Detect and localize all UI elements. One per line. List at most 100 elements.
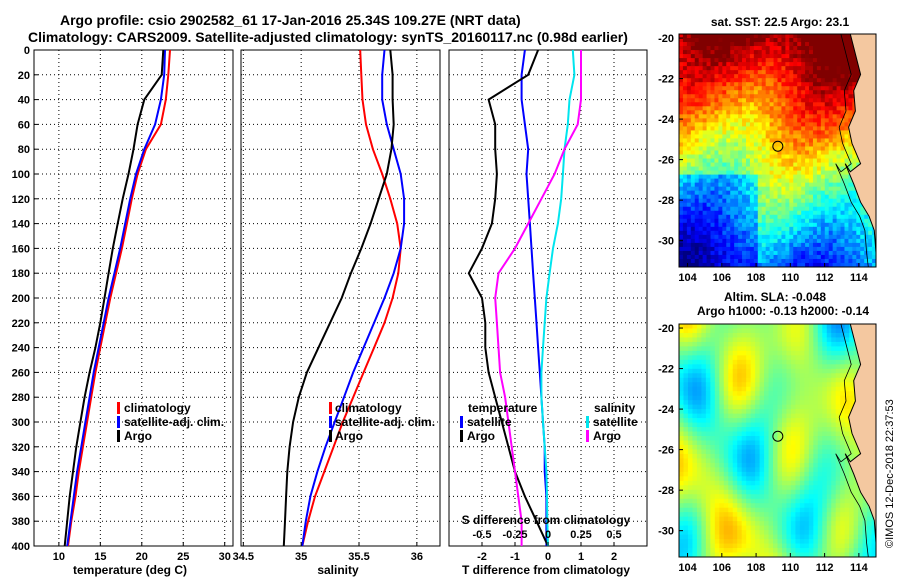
sst-cell (742, 86, 747, 91)
sst-cell (836, 122, 842, 127)
sst-cell (745, 206, 751, 212)
sst-cell (761, 214, 767, 220)
sst-cell (828, 42, 834, 47)
sst-cell (698, 182, 704, 188)
sst-cell (844, 122, 849, 127)
sst-cell (710, 234, 715, 240)
sst-cell (848, 114, 853, 119)
sla-cell (728, 400, 734, 406)
sst-cell (773, 62, 778, 67)
sst-cell (686, 50, 692, 55)
sla-cell (773, 377, 778, 383)
sst-cell (824, 138, 830, 143)
sst-cell (690, 58, 696, 63)
sst-cell (702, 218, 708, 224)
sst-cell (860, 250, 865, 256)
sst-cell (820, 70, 826, 75)
sst-cell (848, 246, 853, 252)
sla-cell (692, 458, 698, 464)
sla-cell (732, 458, 738, 464)
sst-cell (797, 262, 802, 267)
sla-cell (701, 507, 707, 513)
sst-cell (797, 214, 802, 220)
sla-cell (773, 355, 778, 361)
sst-cell (820, 166, 826, 172)
sst-cell (734, 138, 739, 143)
sla-cell (759, 462, 765, 468)
sla-cell (831, 350, 837, 356)
sst-cell (706, 130, 712, 135)
sla-cell (692, 324, 698, 329)
sst-cell (757, 198, 763, 204)
sst-cell (702, 154, 708, 160)
sst-cell (714, 222, 719, 228)
sst-cell (753, 74, 759, 79)
sla-cell (759, 395, 765, 401)
sla-cell (817, 400, 823, 406)
sst-cell (864, 254, 869, 260)
sla-cell (687, 382, 693, 388)
sst-cell (710, 130, 715, 135)
sst-cell (749, 226, 755, 232)
sst-cell (832, 198, 838, 204)
sst-cell (738, 194, 743, 200)
sla-cell (835, 427, 841, 433)
sst-cell (785, 42, 790, 47)
sst-cell (777, 198, 782, 204)
sst-cell (781, 150, 786, 156)
sst-cell (722, 150, 727, 156)
sla-cell (822, 440, 828, 446)
sst-cell (816, 182, 822, 188)
sst-cell (868, 250, 873, 256)
sla-cell (799, 427, 805, 433)
sst-cell (816, 154, 822, 160)
sst-cell (820, 146, 826, 151)
sla-cell (710, 503, 716, 509)
sst-cell (848, 230, 853, 236)
sst-cell (738, 202, 743, 208)
sst-cell (812, 46, 818, 51)
sla-cell (764, 471, 770, 477)
sst-cell (730, 210, 735, 216)
sst-cell (702, 82, 708, 87)
sst-cell (840, 194, 845, 200)
sla-cell (764, 431, 770, 437)
sst-cell (698, 74, 704, 79)
sst-cell (824, 182, 830, 188)
sst-cell (757, 222, 763, 228)
sst-cell (809, 34, 814, 39)
sst-cell (682, 238, 688, 244)
sst-cell (801, 54, 806, 59)
legend-swatch-argo (329, 430, 332, 442)
sst-cell (789, 46, 794, 51)
sla-cell (808, 413, 814, 419)
sla-cell (768, 512, 774, 518)
sst-cell (816, 70, 822, 75)
sla-cell (804, 400, 810, 406)
sst-cell (797, 46, 802, 51)
sst-cell (698, 46, 704, 51)
sst-cell (718, 202, 723, 208)
sst-cell (773, 106, 778, 111)
sst-cell (714, 90, 719, 95)
sla-cell (831, 377, 837, 383)
sst-cell (749, 154, 755, 160)
sla-cell (714, 337, 720, 343)
sla-cell (849, 471, 855, 477)
sla-cell (777, 373, 783, 379)
sst-cell (730, 42, 735, 47)
sst-cell (789, 122, 794, 127)
sst-cell (761, 198, 767, 204)
sst-cell (706, 234, 712, 240)
sla-cell (781, 431, 787, 437)
series-line (63, 49, 165, 547)
sla-cell (759, 413, 765, 419)
sst-cell (714, 134, 719, 139)
sst-cell (694, 214, 700, 220)
sst-cell (805, 134, 810, 139)
sst-cell (745, 254, 751, 260)
sla-cell (737, 328, 743, 334)
sla-cell (853, 368, 859, 374)
sst-cell (769, 170, 775, 176)
sst-cell (828, 234, 834, 240)
